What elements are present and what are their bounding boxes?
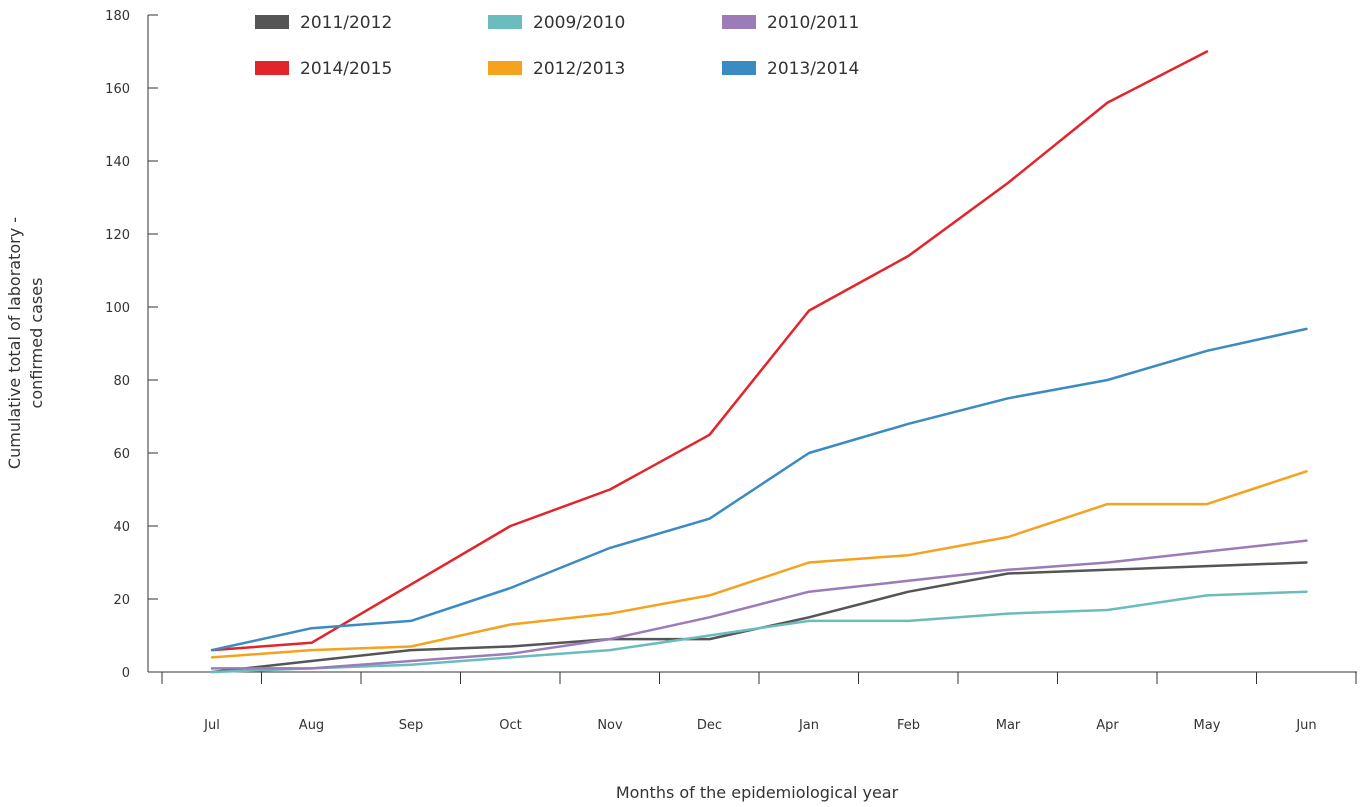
legend-swatch — [255, 61, 289, 75]
y-axis-label-line-1: Cumulative total of laboratory - — [5, 217, 24, 469]
x-tick-label: Mar — [996, 718, 1021, 733]
y-tick-label: 40 — [113, 520, 130, 535]
legend-label: 2012/2013 — [533, 59, 625, 79]
x-tick-label: Feb — [897, 718, 920, 733]
x-axis-label: Months of the epidemiological year — [616, 783, 899, 802]
y-tick-label: 20 — [113, 593, 130, 608]
y-tick-label: 60 — [113, 447, 130, 462]
x-tick-label: Jun — [1295, 718, 1316, 733]
x-axis: Jul Aug Sep Oct Nov Dec Jan Feb Mar Apr May Jun — [148, 671, 1357, 733]
x-tick-label: Aug — [299, 718, 324, 733]
legend-label: 2009/2010 — [533, 13, 625, 33]
legend-label: 2014/2015 — [300, 59, 392, 79]
legend-label: 2010/2011 — [767, 13, 859, 33]
x-tick-label: Nov — [597, 718, 623, 733]
y-axis: 0 20 40 60 80 100 120 140 160 180 — [105, 9, 158, 681]
legend-swatch — [488, 61, 522, 75]
series-line-2013-2014 — [210, 327, 1308, 652]
legend: 2011/2012 2009/2010 2010/2011 2014/2015 2012… — [255, 13, 859, 79]
y-tick-label: 80 — [113, 374, 130, 389]
legend-swatch — [255, 15, 289, 29]
x-tick-label: May — [1194, 718, 1221, 733]
legend-swatch — [722, 61, 756, 75]
y-tick-label: 180 — [105, 9, 130, 24]
legend-swatch — [488, 15, 522, 29]
series-line-2012-2013 — [210, 470, 1308, 659]
series-line-2010-2011 — [210, 539, 1308, 670]
x-tick-label: Sep — [399, 718, 424, 733]
y-tick-label: 100 — [105, 301, 130, 316]
legend-swatch — [722, 15, 756, 29]
x-tick-label: Jul — [203, 718, 220, 733]
x-tick-label: Dec — [697, 718, 722, 733]
x-tick-label: Jan — [798, 718, 819, 733]
legend-label: 2013/2014 — [767, 59, 859, 79]
legend-label: 2011/2012 — [300, 13, 392, 33]
y-axis-label-line-2: confirmed cases — [27, 278, 46, 409]
x-tick-label: Oct — [499, 718, 521, 733]
series-line-2009-2010 — [210, 590, 1308, 674]
y-tick-label: 140 — [105, 155, 130, 170]
series-line-2014-2015 — [210, 50, 1209, 652]
y-tick-label: 160 — [105, 82, 130, 97]
y-tick-label: 0 — [122, 666, 130, 681]
series-layer — [210, 50, 1308, 674]
x-tick-label: Apr — [1096, 718, 1119, 733]
y-tick-label: 120 — [105, 228, 130, 243]
